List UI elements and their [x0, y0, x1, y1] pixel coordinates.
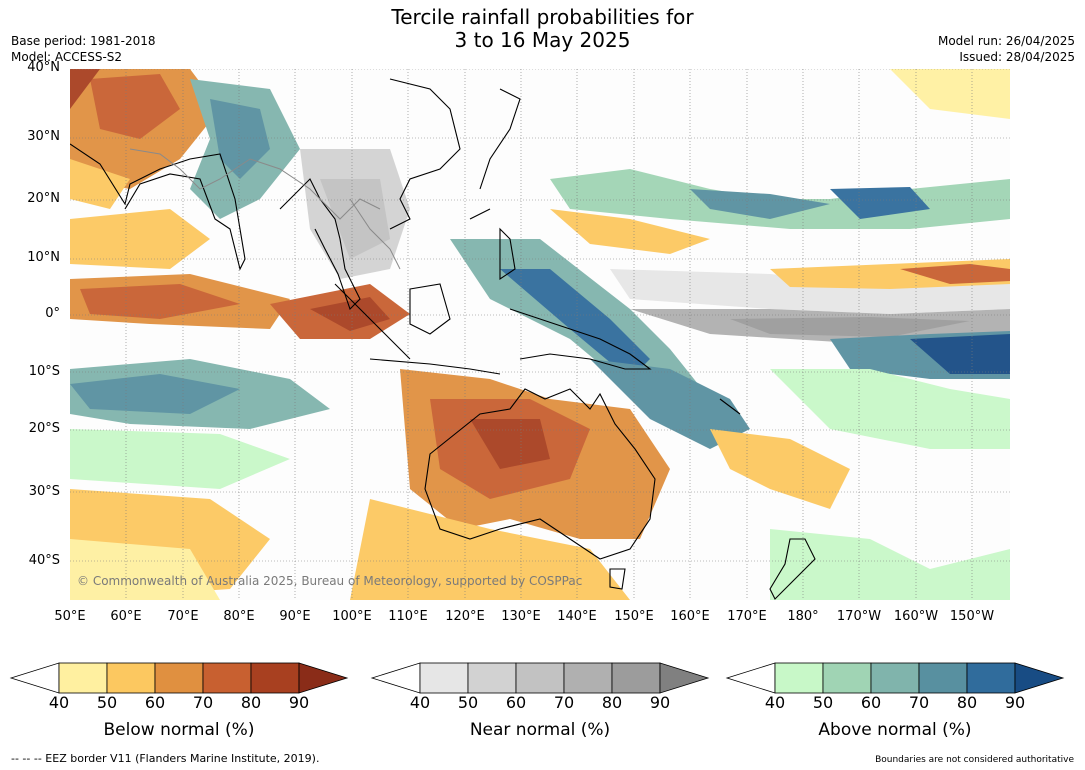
- lat-label-40n: 40°N: [27, 60, 60, 75]
- lat-label-10n: 10°N: [27, 250, 60, 265]
- lon-label-60e: 60°E: [110, 609, 142, 624]
- below-tick-60: 60: [144, 693, 166, 712]
- above-tick-60: 60: [860, 693, 882, 712]
- lat-label-equator: 0°: [45, 306, 60, 321]
- near-tick-60: 60: [505, 693, 527, 712]
- lon-label-120e: 120°E: [445, 609, 485, 624]
- near-tick-80: 80: [601, 693, 623, 712]
- above-tick-80: 80: [956, 693, 978, 712]
- lon-label-160e: 160°E: [670, 609, 710, 624]
- lat-label-30n: 30°N: [27, 129, 60, 144]
- colorbar-strip: [9, 662, 1065, 694]
- rainfall-probability-map: [70, 69, 1010, 600]
- lon-label-150e: 150°E: [614, 609, 654, 624]
- probability-shading: [70, 69, 1010, 600]
- lon-label-140e: 140°E: [557, 609, 597, 624]
- lat-label-20n: 20°N: [27, 191, 60, 206]
- title-line-2: 3 to 16 May 2025: [454, 28, 631, 52]
- issued-date: Issued: 28/04/2025: [959, 50, 1075, 64]
- above-tick-40: 40: [764, 693, 786, 712]
- lon-label-160w: 160°W: [893, 609, 939, 624]
- above-tick-90: 90: [1004, 693, 1026, 712]
- near-tick-40: 40: [409, 693, 431, 712]
- lon-label-130e: 130°E: [501, 609, 541, 624]
- lon-label-100e: 100°E: [332, 609, 372, 624]
- run-info: Model run: 26/04/2025 Issued: 28/04/2025: [938, 33, 1075, 65]
- lon-label-80e: 80°E: [223, 609, 255, 624]
- below-tick-50: 50: [96, 693, 118, 712]
- base-period: Base period: 1981-2018: [11, 34, 156, 48]
- lon-label-150w: 150°W: [949, 609, 995, 624]
- lat-label-10s: 10°S: [28, 364, 60, 379]
- eez-border-note: -- -- -- EEZ border V11 (Flanders Marine…: [11, 752, 320, 765]
- lat-label-30s: 30°S: [28, 484, 60, 499]
- lon-label-170w: 170°W: [836, 609, 882, 624]
- below-tick-80: 80: [240, 693, 262, 712]
- graticule-grid: [70, 69, 1010, 600]
- below-tick-40: 40: [48, 693, 70, 712]
- colorbar-near-normal: [370, 662, 710, 694]
- title-line-1: Tercile rainfall probabilities for: [391, 5, 694, 29]
- map-canvas: [70, 69, 1010, 600]
- below-tick-70: 70: [192, 693, 214, 712]
- below-tick-90: 90: [288, 693, 310, 712]
- lon-label-110e: 110°E: [388, 609, 428, 624]
- above-tick-50: 50: [812, 693, 834, 712]
- map-title: Tercile rainfall probabilities for 3 to …: [0, 6, 1085, 52]
- country-borders: [129, 148, 401, 270]
- near-tick-90: 90: [649, 693, 671, 712]
- lat-label-20s: 20°S: [28, 421, 60, 436]
- lon-label-70e: 70°E: [167, 609, 199, 624]
- lat-label-40s: 40°S: [28, 553, 60, 568]
- near-tick-50: 50: [457, 693, 479, 712]
- near-normal-title: Near normal (%): [469, 720, 611, 740]
- lon-label-180: 180°: [787, 609, 819, 624]
- copyright-notice: © Commonwealth of Australia 2025, Bureau…: [77, 574, 583, 588]
- above-tick-70: 70: [908, 693, 930, 712]
- model-info: Base period: 1981-2018 Model: ACCESS-S2: [11, 33, 156, 65]
- near-tick-70: 70: [553, 693, 575, 712]
- lon-label-90e: 90°E: [279, 609, 311, 624]
- boundaries-disclaimer: Boundaries are not considered authoritat…: [875, 755, 1074, 765]
- lon-label-50e: 50°E: [54, 609, 86, 624]
- lon-label-170e: 170°E: [727, 609, 767, 624]
- below-normal-title: Below normal (%): [103, 720, 255, 740]
- above-normal-title: Above normal (%): [818, 720, 972, 740]
- colorbar-above-normal: [725, 662, 1065, 694]
- colorbar-below-normal: [9, 662, 349, 694]
- coastlines: [70, 78, 816, 600]
- model-run-date: Model run: 26/04/2025: [937, 34, 1075, 48]
- model-name: Model: ACCESS-S2: [11, 50, 123, 64]
